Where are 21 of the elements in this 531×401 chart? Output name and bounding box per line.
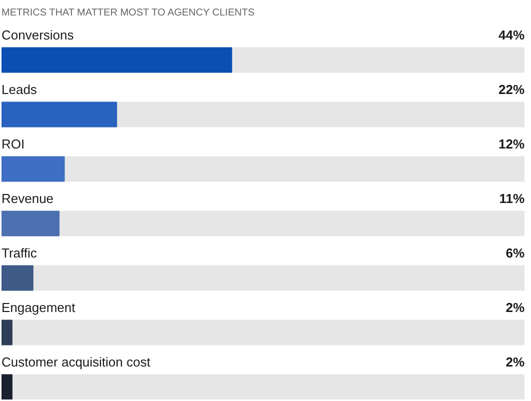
data-label: 6%: [506, 246, 525, 261]
y-tick-label: Traffic: [2, 246, 38, 261]
data-label: 22%: [498, 82, 525, 98]
data-label: 2%: [506, 354, 525, 370]
y-tick-label: Revenue: [2, 191, 54, 206]
data-label: 11%: [499, 191, 525, 206]
chart-title: METRICS THAT MATTER MOST TO AGENCY CLIENTS: [2, 8, 255, 18]
y-tick-label: Leads: [2, 82, 38, 98]
y-tick-label: Conversions: [2, 28, 74, 43]
bar: [2, 265, 34, 291]
bar: [2, 210, 60, 236]
y-tick-label: Engagement: [2, 300, 76, 316]
data-label: 2%: [506, 300, 525, 316]
bar: [2, 374, 12, 400]
bar: [2, 102, 118, 128]
data-label: 44%: [498, 28, 525, 43]
data-label: 12%: [498, 136, 525, 152]
bar: [2, 320, 12, 346]
y-tick-label: ROI: [2, 136, 25, 152]
bar: [2, 156, 65, 182]
y-tick-label: Customer acquisition cost: [2, 354, 151, 370]
